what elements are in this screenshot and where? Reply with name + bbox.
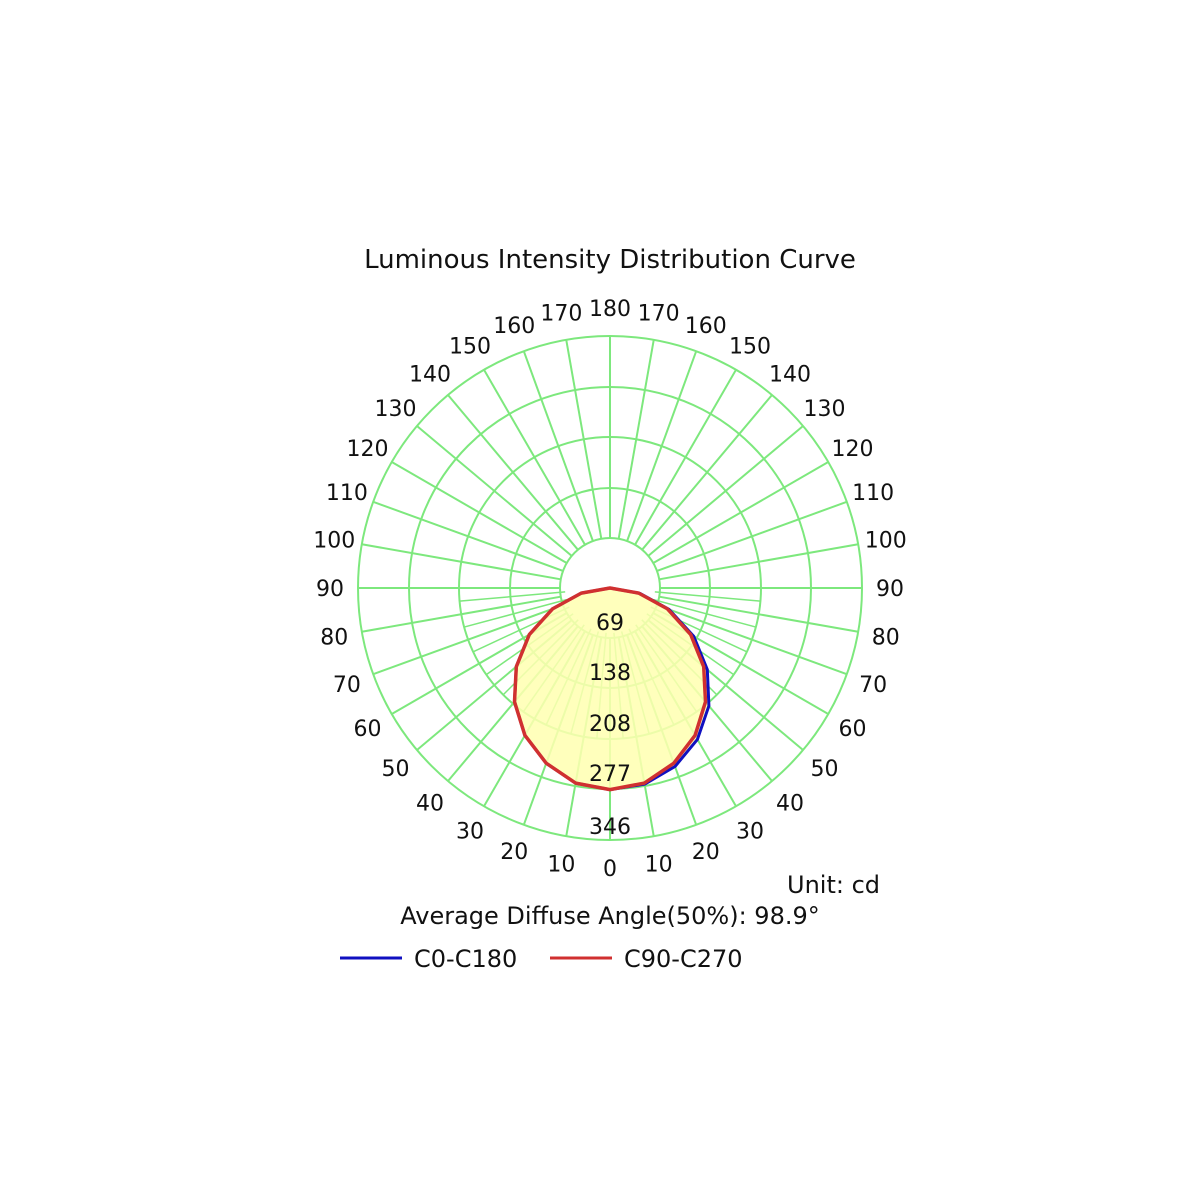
- grid-spoke-100-l: [361, 543, 561, 581]
- angle-label-left-150: 150: [449, 335, 491, 360]
- unit-label: Unit: cd: [787, 871, 880, 899]
- angle-label-left-100: 100: [313, 528, 355, 553]
- radial-tick-labels: 69 138 208 277 346: [589, 611, 631, 840]
- angle-label-right-40: 40: [776, 791, 804, 816]
- angle-label-right-90: 90: [876, 577, 904, 602]
- angle-label-left-170: 170: [540, 301, 582, 326]
- grid-spoke-170-l: [565, 339, 603, 539]
- angle-label-left-130: 130: [375, 397, 417, 422]
- angle-label-left-50: 50: [382, 757, 410, 782]
- angle-label-left-110: 110: [326, 481, 368, 506]
- grid-spoke-80-r: [659, 595, 859, 633]
- radial-tick-69: 69: [596, 611, 624, 636]
- angle-label-right-10: 10: [645, 853, 673, 878]
- angle-label-180: 180: [589, 297, 631, 322]
- angle-label-left-60: 60: [354, 717, 382, 742]
- radial-tick-277: 277: [589, 762, 631, 787]
- angle-label-left-10: 10: [547, 853, 575, 878]
- angle-label-right-170: 170: [638, 301, 680, 326]
- angle-label-right-100: 100: [865, 528, 907, 553]
- angle-label-right-140: 140: [769, 363, 811, 388]
- light-fill: [514, 588, 709, 790]
- grid-spoke-120-r: [652, 461, 829, 564]
- grid-minor-spoke-85-l: [459, 591, 566, 602]
- grid-spoke-160-r: [626, 350, 698, 542]
- angle-label-right-150: 150: [729, 335, 771, 360]
- grid-spoke-170-r: [617, 339, 655, 539]
- grid-spoke-160-l: [522, 350, 594, 542]
- grid-spoke-70-r: [656, 604, 848, 676]
- intensity-fill: [514, 588, 709, 790]
- grid-spoke-120-l: [391, 461, 568, 564]
- angle-label-right-60: 60: [838, 717, 866, 742]
- angle-label-left-70: 70: [333, 673, 361, 698]
- angle-label-left-30: 30: [456, 819, 484, 844]
- grid-spoke-130-r: [647, 425, 804, 557]
- angle-label-right-80: 80: [872, 626, 900, 651]
- angle-label-left-120: 120: [347, 437, 389, 462]
- grid-spoke-110-r: [656, 500, 848, 572]
- diffuse-angle-summary: Average Diffuse Angle(50%): 98.9°: [400, 902, 820, 930]
- legend-label-c90-c270: C90-C270: [624, 945, 743, 973]
- angle-label-right-20: 20: [692, 840, 720, 865]
- grid-spoke-150-l: [483, 369, 586, 546]
- grid-spoke-80-l: [361, 595, 561, 633]
- angle-label-0: 0: [603, 857, 617, 882]
- grid-minor-spoke-75-l: [463, 598, 567, 628]
- grid-spoke-130-l: [416, 425, 573, 557]
- chart-title: Luminous Intensity Distribution Curve: [364, 245, 856, 275]
- radial-tick-138: 138: [589, 661, 631, 686]
- grid-spoke-140-l: [447, 394, 579, 551]
- grid-minor-spoke-85-r: [654, 591, 761, 602]
- angle-label-right-110: 110: [852, 481, 894, 506]
- grid-spoke-140-r: [641, 394, 773, 551]
- series-curve-c90-c270: [512, 586, 708, 792]
- angle-label-right-160: 160: [685, 314, 727, 339]
- angle-label-left-90: 90: [316, 577, 344, 602]
- grid-spoke-110-l: [372, 500, 564, 572]
- legend: C0-C180 C90-C270: [340, 945, 743, 973]
- grid-spoke-150-r: [634, 369, 737, 546]
- angle-label-left-40: 40: [416, 791, 444, 816]
- angle-label-left-140: 140: [409, 363, 451, 388]
- angle-label-right-120: 120: [831, 437, 873, 462]
- angle-label-right-130: 130: [803, 397, 845, 422]
- grid-spoke-100-r: [659, 543, 859, 581]
- legend-label-c0-c180: C0-C180: [414, 945, 517, 973]
- intensity-curves: [512, 586, 711, 792]
- angle-label-left-80: 80: [320, 626, 348, 651]
- angle-label-right-70: 70: [859, 673, 887, 698]
- grid-minor-spoke-75-r: [653, 598, 757, 628]
- radial-tick-208: 208: [589, 712, 631, 737]
- angle-tick-labels: 0102030405060708090100110120130140150160…: [313, 297, 906, 882]
- grid-spoke-70-l: [372, 604, 564, 676]
- angle-label-right-30: 30: [736, 819, 764, 844]
- radial-tick-346: 346: [589, 815, 631, 840]
- angle-label-left-160: 160: [493, 314, 535, 339]
- angle-label-right-50: 50: [810, 757, 838, 782]
- angle-label-left-20: 20: [500, 840, 528, 865]
